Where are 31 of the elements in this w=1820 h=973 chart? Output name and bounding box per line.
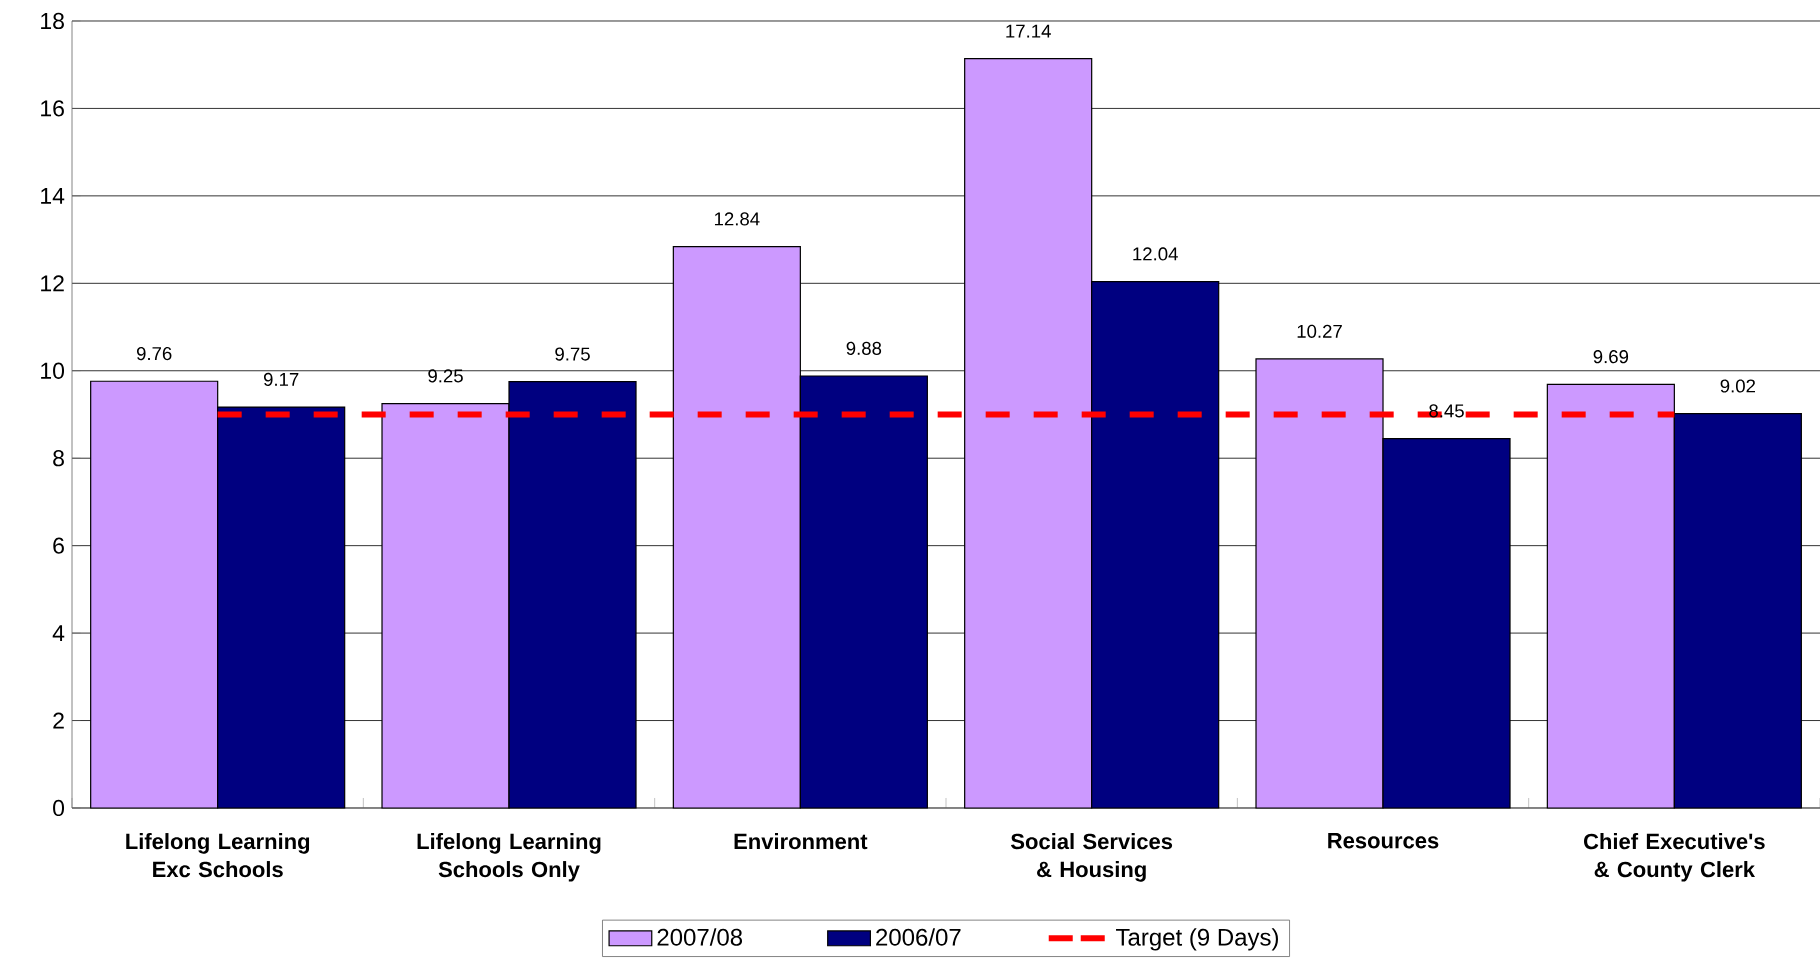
- y-tick-label: 18: [41, 12, 64, 30]
- x-tick-label: Lifelong Learning Exc Schools: [126, 833, 310, 878]
- y-tick-label: 16: [41, 100, 64, 117]
- y-tick-label: 4: [52, 625, 65, 642]
- y-tick-label: 8: [53, 450, 64, 467]
- x-tick-label: Social Services & Housing: [1010, 833, 1173, 882]
- y-tick-label: 6: [53, 537, 64, 554]
- data-label: 10.27: [1297, 324, 1342, 338]
- y-tick-label: 12: [41, 275, 64, 292]
- y-tick-label: 10: [41, 362, 65, 379]
- data-label: 8.45: [1429, 404, 1464, 418]
- data-label: 9.02: [1720, 379, 1756, 393]
- data-label: 9.88: [846, 341, 882, 355]
- legend-label: 2006/07: [876, 928, 961, 946]
- data-label: 9.75: [555, 347, 590, 361]
- data-label: 17.14: [1006, 24, 1051, 38]
- data-label: 12.84: [714, 212, 760, 226]
- legend-label: Target (9 Days): [1116, 928, 1278, 951]
- legend-label: 2007/08: [657, 928, 743, 946]
- data-label: 9.69: [1593, 350, 1629, 364]
- y-tick-label: 2: [53, 712, 64, 729]
- data-label: 9.25: [428, 369, 463, 383]
- x-tick-label: Environment: [734, 833, 868, 850]
- y-tick-label: 14: [41, 187, 65, 204]
- x-tick-label: Chief Executive's & County Clerk: [1583, 833, 1765, 882]
- x-tick-label: Lifelong Learning Schools Only: [417, 833, 601, 882]
- data-label: 9.17: [263, 372, 299, 386]
- data-label: 12.04: [1133, 247, 1178, 261]
- y-tick-label: 0: [53, 799, 65, 817]
- data-label: 9.76: [136, 347, 172, 361]
- x-tick-label: Resources: [1328, 833, 1439, 849]
